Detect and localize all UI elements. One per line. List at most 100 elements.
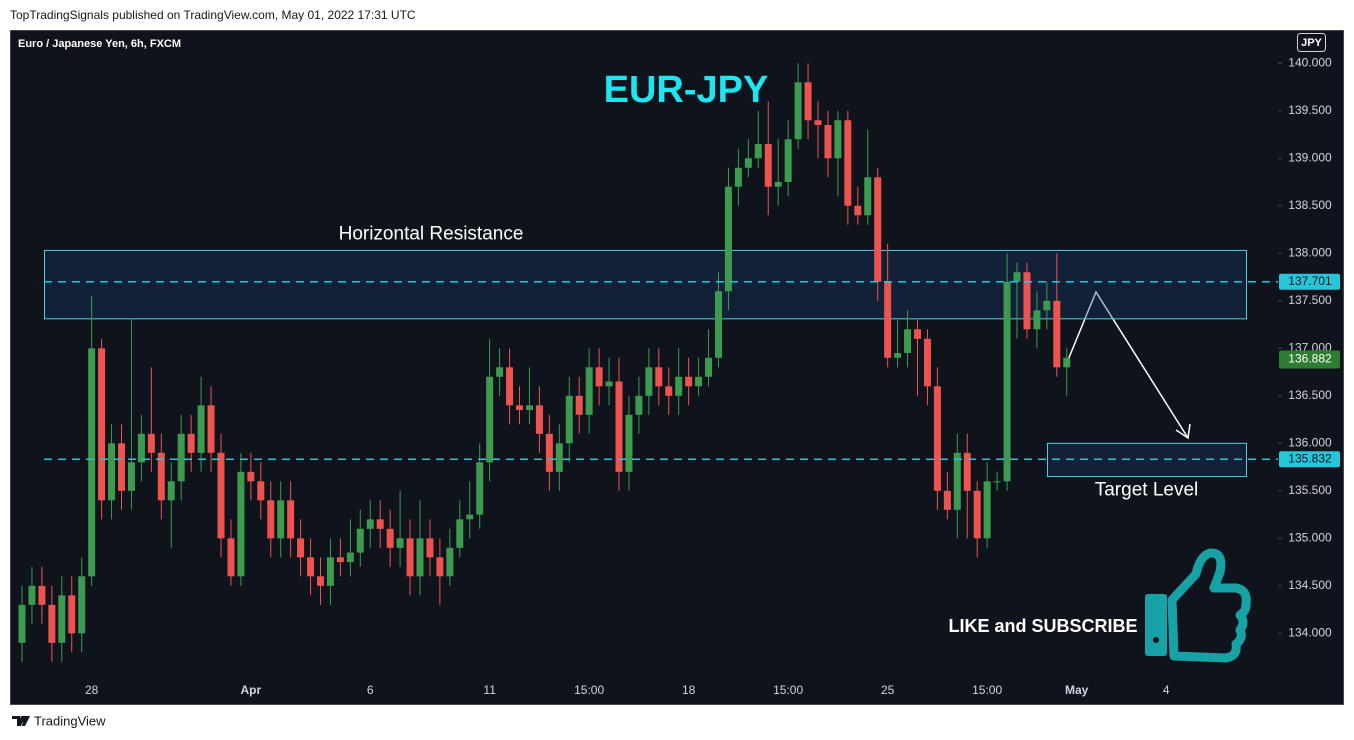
currency: JPY [1301, 37, 1322, 49]
y-tick-label: 137.500 [1288, 293, 1332, 307]
y-tick-label: 138.500 [1288, 198, 1332, 212]
candle-body [207, 405, 215, 453]
candle-body [127, 462, 135, 491]
candle-body [177, 433, 185, 482]
headline: EUR-JPY [604, 69, 769, 111]
projection-arrow [1067, 290, 1189, 439]
last-price-label: 136.882 [1288, 352, 1332, 366]
level-tag [1279, 273, 1340, 290]
candle-body [794, 82, 802, 140]
candle-body [247, 471, 255, 482]
candle-body [98, 348, 106, 501]
candle-body [506, 367, 514, 406]
candle-body [695, 376, 703, 387]
candle-body [764, 144, 772, 187]
candle-body [675, 376, 683, 396]
candle-body [516, 405, 523, 411]
candle-body [645, 367, 653, 396]
chart-panel [10, 30, 1344, 705]
thumbs-up-icon [1145, 548, 1251, 663]
icon-cuff [1145, 594, 1167, 656]
candle-body [914, 329, 921, 339]
zone-label: Horizontal Resistance [339, 223, 524, 244]
candle-body [525, 405, 533, 411]
candle-body [844, 120, 852, 206]
candle-body [575, 395, 583, 415]
candle-body [18, 604, 26, 643]
arrow-head [1175, 423, 1191, 440]
x-tick-label: 25 [881, 683, 895, 697]
candle-body [227, 538, 235, 577]
candle-body [277, 500, 285, 539]
candle-body [943, 490, 951, 510]
candle-body [1063, 357, 1071, 368]
candle-body [326, 557, 334, 586]
candle-body [705, 357, 713, 377]
x-tick-label: 6 [367, 683, 374, 697]
brand-logo [12, 716, 30, 726]
y-tick-label: 135.500 [1288, 483, 1332, 497]
candle-body [734, 167, 742, 187]
y-tick-label: 134.000 [1288, 626, 1332, 640]
candle-body [58, 595, 66, 643]
candle-body [217, 452, 225, 539]
candle-body [38, 585, 46, 605]
icon-hand [1167, 548, 1251, 663]
candle-body [625, 414, 633, 472]
candle-body [197, 405, 205, 453]
candle-body [88, 348, 96, 577]
last-price-tag [1279, 350, 1340, 369]
candle-body [147, 433, 155, 453]
candle-body [993, 481, 1001, 483]
candle-body [1043, 300, 1051, 311]
candle-body [366, 519, 374, 529]
candle-body [963, 452, 971, 491]
candle-body [426, 538, 434, 558]
candle-body [336, 557, 344, 563]
x-tick-label: 4 [1163, 683, 1170, 697]
candle-body [187, 433, 195, 453]
x-tick-label: 18 [682, 683, 696, 697]
candle-body [834, 120, 842, 159]
x-tick-label: 15:00 [574, 683, 604, 697]
y-tick-label: 135.000 [1288, 531, 1332, 545]
y-tick-label: 134.500 [1288, 578, 1332, 592]
candle-body [1013, 272, 1021, 282]
candle-body [137, 433, 145, 463]
x-tick-label: 15:00 [972, 683, 1002, 697]
level-tag [1279, 451, 1340, 468]
brand: TradingView [34, 713, 106, 728]
candle-body [396, 538, 404, 548]
candle-body [406, 538, 414, 577]
candle-body [685, 376, 693, 387]
candle-body [605, 381, 613, 387]
candle-body [894, 353, 902, 358]
zone [1047, 442, 1247, 478]
candle-body [28, 585, 36, 605]
icon-dot [1153, 637, 1159, 643]
candle-body [555, 443, 563, 472]
candle-body [48, 604, 56, 643]
candle-body [386, 528, 394, 548]
candle-body [774, 182, 782, 187]
candle-body [307, 557, 315, 577]
candle-body [446, 547, 454, 577]
candle-body [108, 443, 116, 501]
candle-body [297, 538, 305, 558]
marks: Horizontal Resistance Target Level 134.000… [18, 55, 1340, 697]
candle-body [784, 139, 792, 183]
x-tick-label: May [1065, 683, 1089, 697]
zone [44, 249, 1247, 320]
candle-body [715, 291, 722, 358]
x-tick-label: 28 [85, 683, 99, 697]
candle-body [78, 576, 86, 634]
candle-body [68, 595, 76, 634]
candle-body [157, 452, 165, 501]
candle-body [923, 338, 931, 387]
y-tick-label: 140.000 [1288, 55, 1332, 69]
candle-body [933, 386, 941, 491]
candle-body [486, 376, 494, 463]
candle-body [635, 395, 643, 415]
candle-body [436, 557, 444, 577]
